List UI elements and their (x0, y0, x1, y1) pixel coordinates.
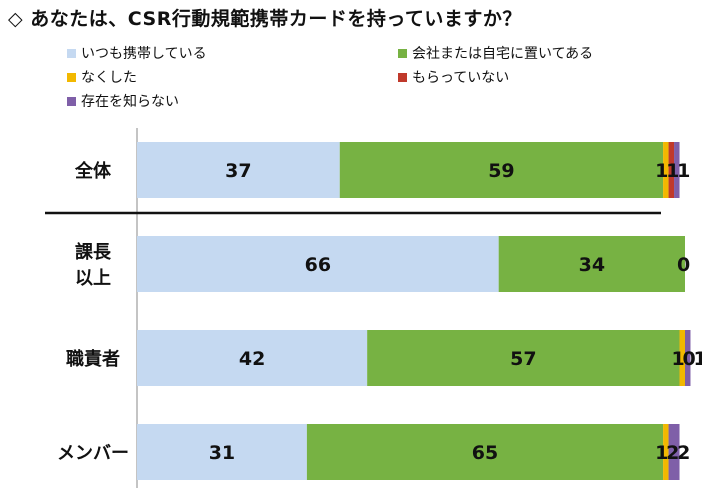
legend-item: なくした (67, 67, 137, 87)
data-label: 0 (677, 254, 690, 276)
data-label: 0 (683, 348, 696, 370)
legend-swatch (67, 96, 76, 106)
bar-segment (137, 424, 307, 480)
data-label: 34 (579, 254, 605, 276)
bar-segment (367, 330, 680, 386)
bar-segment (498, 236, 685, 292)
category-label: 課長 (75, 241, 112, 263)
bar-segment (137, 330, 368, 386)
data-label: 57 (510, 348, 536, 370)
legend-item: 会社または自宅に置いてある (398, 43, 593, 63)
data-label: 1 (655, 160, 668, 182)
legend-label: もらっていない (412, 70, 510, 86)
data-label: 65 (472, 442, 498, 464)
bar-segment (137, 142, 340, 198)
legend-item: 存在を知らない (67, 91, 179, 111)
data-label: 1 (655, 442, 668, 464)
legend-swatch (67, 72, 76, 82)
bar-segment (339, 142, 664, 198)
bar-segment (668, 424, 680, 480)
legend-label: いつも携帯している (81, 46, 207, 62)
data-label: 31 (209, 442, 235, 464)
legend-item: いつも携帯している (67, 43, 207, 63)
data-label: 1 (694, 348, 702, 370)
data-label: 59 (488, 160, 514, 182)
data-label: 2 (677, 442, 690, 464)
category-label: メンバー (57, 443, 129, 464)
legend-swatch (398, 48, 407, 58)
data-label: 1 (666, 160, 679, 182)
category-label: 全体 (74, 160, 112, 182)
data-label: 1 (672, 348, 685, 370)
bar-segment (663, 142, 669, 198)
legend-swatch (67, 48, 76, 58)
bar-segment (668, 142, 675, 198)
bar-segment (685, 330, 691, 386)
legend-label: 会社または自宅に置いてある (412, 46, 594, 62)
bar-segment (306, 424, 664, 480)
legend-swatch (398, 72, 407, 82)
legend-label: なくした (81, 70, 137, 86)
bar-segment (137, 236, 499, 292)
data-label: 42 (239, 348, 265, 370)
legend-item: もらっていない (398, 67, 509, 87)
category-label: 以上 (75, 268, 111, 289)
bar-segment (674, 142, 680, 198)
data-label: 1 (677, 160, 690, 182)
data-label: 37 (225, 160, 251, 182)
chart-title: ◇ あなたは、CSR行動規範携帯カードを持っていますか？ (8, 8, 522, 30)
legend-label: 存在を知らない (81, 94, 179, 110)
data-label: 66 (305, 254, 331, 276)
bar-segment (663, 424, 669, 480)
data-label: 2 (666, 442, 679, 464)
bar-segment (679, 330, 685, 386)
legend: いつも携帯している 会社または自宅に置いてあるなくした もらっていない存在を知らない (0, 0, 702, 120)
category-label: 職責者 (66, 348, 120, 370)
